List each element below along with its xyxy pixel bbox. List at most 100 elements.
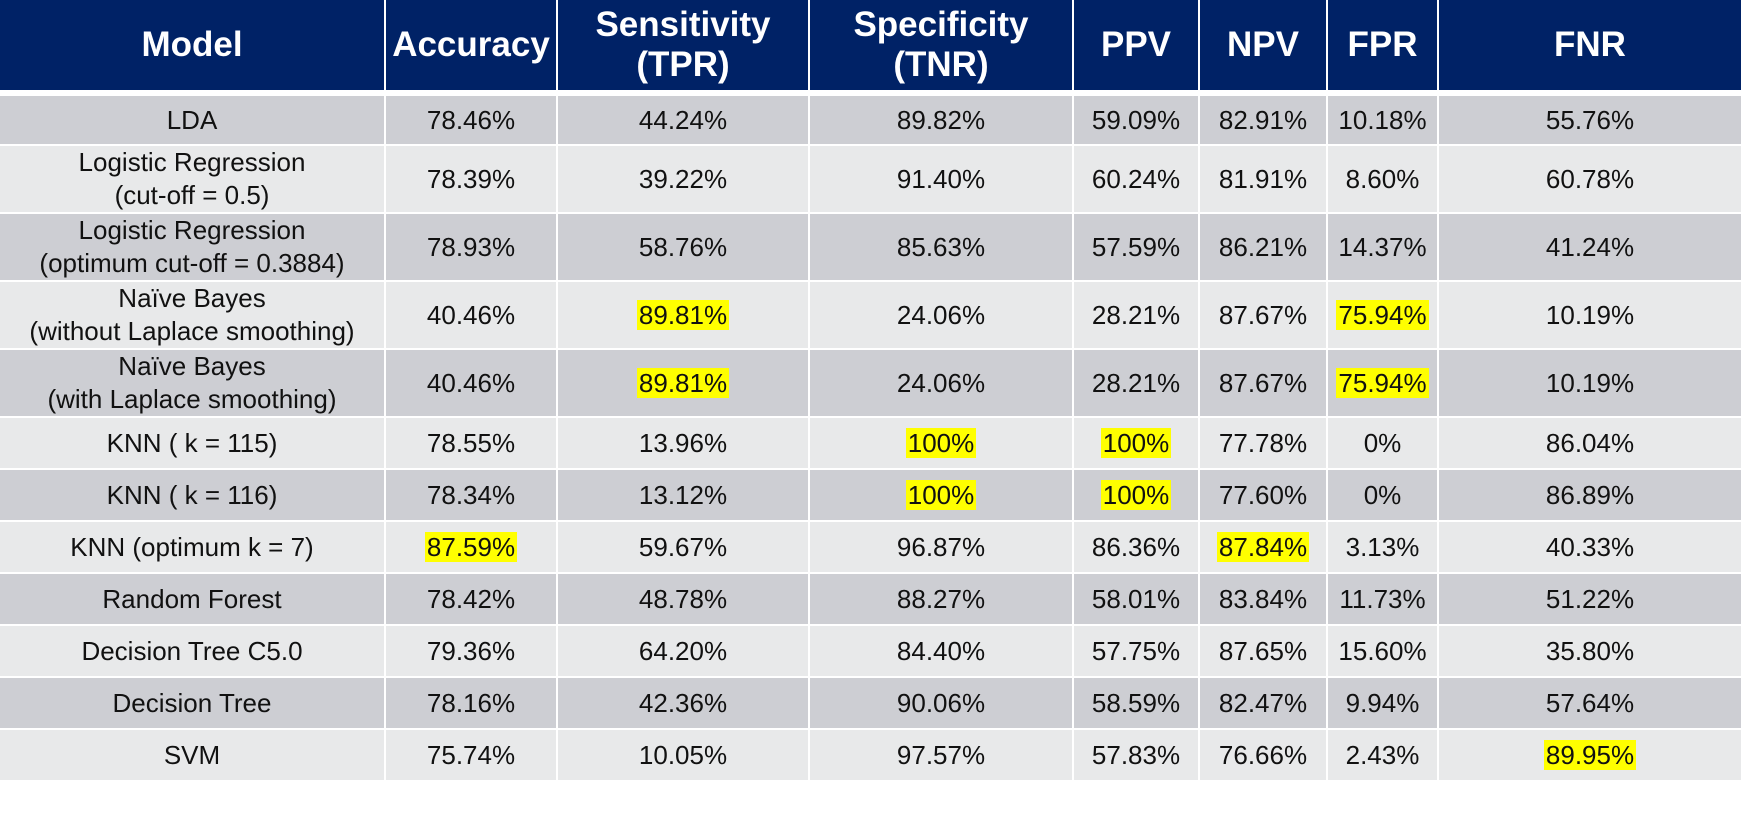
- npv-cell: 87.67%: [1199, 349, 1328, 418]
- model-name-cell: Naïve Bayes (with Laplace smoothing): [0, 349, 386, 418]
- npv-cell: 82.47%: [1199, 677, 1328, 730]
- metric-value: 76.66%: [1218, 739, 1308, 770]
- metric-value: 58.59%: [1091, 687, 1181, 718]
- fpr-cell: 0%: [1327, 417, 1439, 470]
- npv-cell: 87.84%: [1199, 521, 1328, 574]
- metric-value: 77.60%: [1218, 479, 1308, 510]
- metric-value: 40.33%: [1545, 531, 1635, 562]
- highlighted-metric-value: 87.84%: [1216, 531, 1310, 562]
- metric-value: 57.83%: [1091, 739, 1181, 770]
- metric-value: 84.40%: [896, 635, 986, 666]
- specificity-cell: 89.82%: [809, 93, 1074, 146]
- table-row: KNN (optimum k = 7) 87.59% 59.67% 96.87% 86.…: [0, 521, 1741, 574]
- sensitivity-cell: 39.22%: [557, 145, 810, 214]
- metric-value: 82.47%: [1218, 687, 1308, 718]
- metric-value: 48.78%: [638, 583, 728, 614]
- highlighted-metric-value: 89.81%: [636, 299, 730, 330]
- metric-value: 14.37%: [1338, 231, 1427, 262]
- metric-value: 88.27%: [896, 583, 986, 614]
- npv-cell: 86.21%: [1199, 213, 1328, 282]
- metric-value: 58.76%: [638, 231, 728, 262]
- accuracy-cell: 78.34%: [385, 469, 558, 522]
- table-row: Decision Tree C5.0 79.36% 64.20% 84.40% 57.7…: [0, 625, 1741, 678]
- metric-value: 10.05%: [638, 739, 728, 770]
- model-name-cell: KNN (optimum k = 7): [0, 521, 386, 574]
- metric-value: 42.36%: [638, 687, 728, 718]
- table-row: Naïve Bayes (without Laplace smoothing) 4…: [0, 281, 1741, 350]
- metric-value: 55.76%: [1545, 104, 1635, 135]
- metric-value: 60.78%: [1545, 163, 1635, 194]
- metric-value: 41.24%: [1545, 231, 1635, 262]
- sensitivity-cell: 58.76%: [557, 213, 810, 282]
- fnr-cell: 10.19%: [1438, 281, 1741, 350]
- metric-value: 39.22%: [638, 163, 728, 194]
- table-row: Decision Tree 78.16% 42.36% 90.06% 58.59% 82.…: [0, 677, 1741, 730]
- npv-cell: 82.91%: [1199, 93, 1328, 146]
- metric-value: 89.82%: [896, 104, 986, 135]
- metric-value: 57.75%: [1091, 635, 1181, 666]
- model-name-cell: Naïve Bayes (without Laplace smoothing): [0, 281, 386, 350]
- metric-value: 0%: [1363, 479, 1402, 510]
- model-name-cell: Random Forest: [0, 573, 386, 626]
- model-name-cell: SVM: [0, 729, 386, 782]
- fnr-cell: 55.76%: [1438, 93, 1741, 146]
- highlighted-metric-value: 75.94%: [1336, 367, 1429, 398]
- fnr-cell: 86.04%: [1438, 417, 1741, 470]
- metric-value: 91.40%: [896, 163, 986, 194]
- metric-value: 75.74%: [426, 739, 516, 770]
- fpr-cell: 3.13%: [1327, 521, 1439, 574]
- sensitivity-cell: 64.20%: [557, 625, 810, 678]
- ppv-cell: 28.21%: [1073, 349, 1200, 418]
- metric-value: 24.06%: [896, 367, 986, 398]
- fnr-cell: 41.24%: [1438, 213, 1741, 282]
- accuracy-cell: 78.42%: [385, 573, 558, 626]
- fnr-cell: 89.95%: [1438, 729, 1741, 782]
- metric-value: 78.93%: [426, 231, 516, 262]
- specificity-cell: 85.63%: [809, 213, 1074, 282]
- metric-value: 87.67%: [1218, 299, 1308, 330]
- table-row: LDA 78.46% 44.24% 89.82% 59.09% 82.91% 10.18% 5…: [0, 93, 1741, 146]
- highlighted-metric-value: 87.59%: [424, 531, 518, 562]
- model-name-cell: Decision Tree: [0, 677, 386, 730]
- fpr-cell: 15.60%: [1327, 625, 1439, 678]
- accuracy-cell: 40.46%: [385, 349, 558, 418]
- metric-value: 78.46%: [426, 104, 516, 135]
- accuracy-cell: 87.59%: [385, 521, 558, 574]
- sensitivity-cell: 44.24%: [557, 93, 810, 146]
- metric-value: 24.06%: [896, 299, 986, 330]
- metric-value: 28.21%: [1091, 367, 1181, 398]
- metric-value: 86.04%: [1545, 427, 1635, 458]
- metric-value: 40.46%: [426, 299, 516, 330]
- fpr-cell: 9.94%: [1327, 677, 1439, 730]
- ppv-cell: 58.59%: [1073, 677, 1200, 730]
- metric-value: 82.91%: [1218, 104, 1308, 135]
- npv-cell: 77.60%: [1199, 469, 1328, 522]
- sensitivity-cell: 89.81%: [557, 281, 810, 350]
- metric-value: 86.89%: [1545, 479, 1635, 510]
- model-name-cell: LDA: [0, 93, 386, 146]
- specificity-cell: 84.40%: [809, 625, 1074, 678]
- metric-value: 13.96%: [638, 427, 728, 458]
- metric-value: 10.19%: [1545, 367, 1635, 398]
- metric-value: 78.55%: [426, 427, 516, 458]
- metric-value: 87.67%: [1218, 367, 1308, 398]
- sensitivity-cell: 42.36%: [557, 677, 810, 730]
- sensitivity-cell: 10.05%: [557, 729, 810, 782]
- fpr-cell: 11.73%: [1327, 573, 1439, 626]
- table-row: Random Forest 78.42% 48.78% 88.27% 58.01% 83.…: [0, 573, 1741, 626]
- metric-value: 57.59%: [1091, 231, 1181, 262]
- sensitivity-cell: 59.67%: [557, 521, 810, 574]
- metric-value: 78.39%: [426, 163, 516, 194]
- table-row: Naïve Bayes (with Laplace smoothing) 40.4…: [0, 349, 1741, 418]
- model-name-cell: Logistic Regression (cut-off = 0.5): [0, 145, 386, 214]
- metric-value: 87.65%: [1218, 635, 1308, 666]
- fnr-cell: 57.64%: [1438, 677, 1741, 730]
- column-header-ppv: PPV: [1073, 0, 1200, 96]
- specificity-cell: 24.06%: [809, 281, 1074, 350]
- accuracy-cell: 75.74%: [385, 729, 558, 782]
- ppv-cell: 58.01%: [1073, 573, 1200, 626]
- metric-value: 59.67%: [638, 531, 728, 562]
- model-name-cell: Logistic Regression (optimum cut-off = 0…: [0, 213, 386, 282]
- model-name-cell: KNN ( k = 116): [0, 469, 386, 522]
- metric-value: 51.22%: [1545, 583, 1635, 614]
